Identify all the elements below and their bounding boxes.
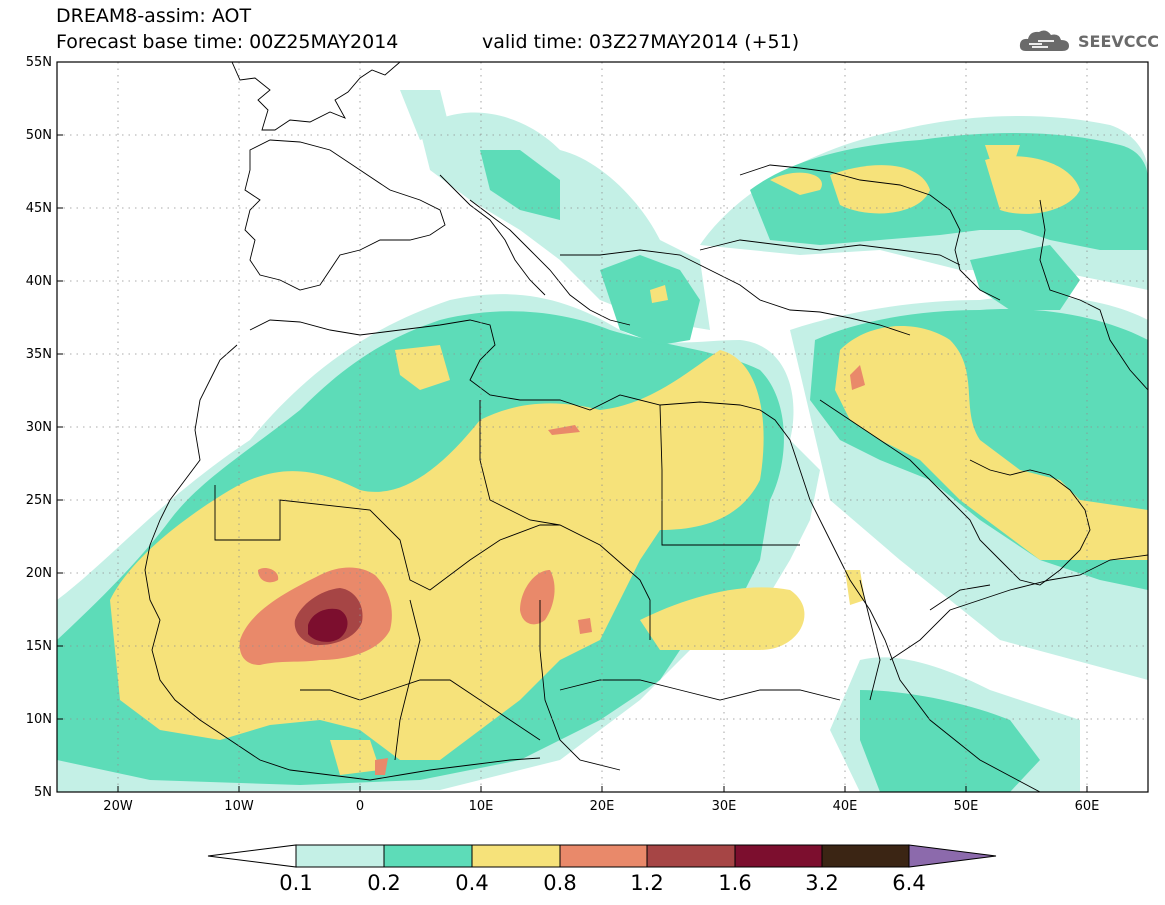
- colorbar-bin-7: [821, 844, 910, 868]
- colorbar-bin-2: [383, 844, 473, 868]
- lat-label: 45N: [25, 201, 52, 216]
- logo-text: SEEVCCC: [1078, 31, 1159, 51]
- aot-contours: [57, 90, 1148, 792]
- colorbar-label: 3.2: [805, 871, 839, 895]
- lat-label: 25N: [25, 493, 52, 508]
- seevccc-logo: SEEVCCC: [1018, 26, 1159, 56]
- colorbar-label: 0.2: [367, 871, 401, 895]
- colorbar-label: 0.8: [543, 871, 577, 895]
- colorbar-bin-4: [559, 844, 648, 868]
- lon-label: 40E: [832, 799, 858, 814]
- lon-label: 60E: [1074, 799, 1100, 814]
- colorbar-over: [908, 844, 997, 868]
- lat-label: 55N: [25, 55, 52, 70]
- colorbar-label: 6.4: [892, 871, 926, 895]
- colorbar-label: 1.6: [718, 871, 752, 895]
- map-title: DREAM8-assim: AOT: [56, 5, 252, 27]
- lon-label: 10W: [224, 799, 254, 814]
- lat-label: 20N: [25, 566, 52, 581]
- lat-label: 10N: [25, 712, 52, 727]
- lat-label: 5N: [34, 785, 52, 800]
- colorbar-under: [207, 844, 297, 868]
- colorbar-bin-1: [295, 844, 385, 868]
- colorbar-bin-3: [471, 844, 561, 868]
- lon-label: 10E: [468, 799, 494, 814]
- colorbar-bin-6: [734, 844, 823, 868]
- lat-label: 30N: [25, 420, 52, 435]
- lon-label: 30E: [711, 799, 737, 814]
- lon-label: 20W: [103, 799, 133, 814]
- lat-label: 40N: [25, 274, 52, 289]
- colorbar-label: 0.1: [279, 871, 313, 895]
- gridlines: [57, 62, 1148, 792]
- forecast-base-time: Forecast base time: 00Z25MAY2014: [56, 31, 399, 53]
- colorbar-bin-5: [646, 844, 736, 868]
- lon-label: 0: [355, 799, 365, 814]
- cloud-icon: [1019, 30, 1069, 51]
- colorbar-label: 0.4: [455, 871, 489, 895]
- contour-1-6: [308, 608, 348, 642]
- colorbar: [207, 844, 997, 868]
- lat-label: 15N: [25, 639, 52, 654]
- lat-label: 50N: [25, 128, 52, 143]
- axis-ticks: [57, 61, 1088, 793]
- valid-time: valid time: 03Z27MAY2014 (+51): [482, 31, 800, 53]
- lon-label: 20E: [589, 799, 615, 814]
- coastlines-borders: [144, 62, 1148, 792]
- lat-label: 35N: [25, 347, 52, 362]
- colorbar-label: 1.2: [630, 871, 664, 895]
- lon-label: 50E: [953, 799, 979, 814]
